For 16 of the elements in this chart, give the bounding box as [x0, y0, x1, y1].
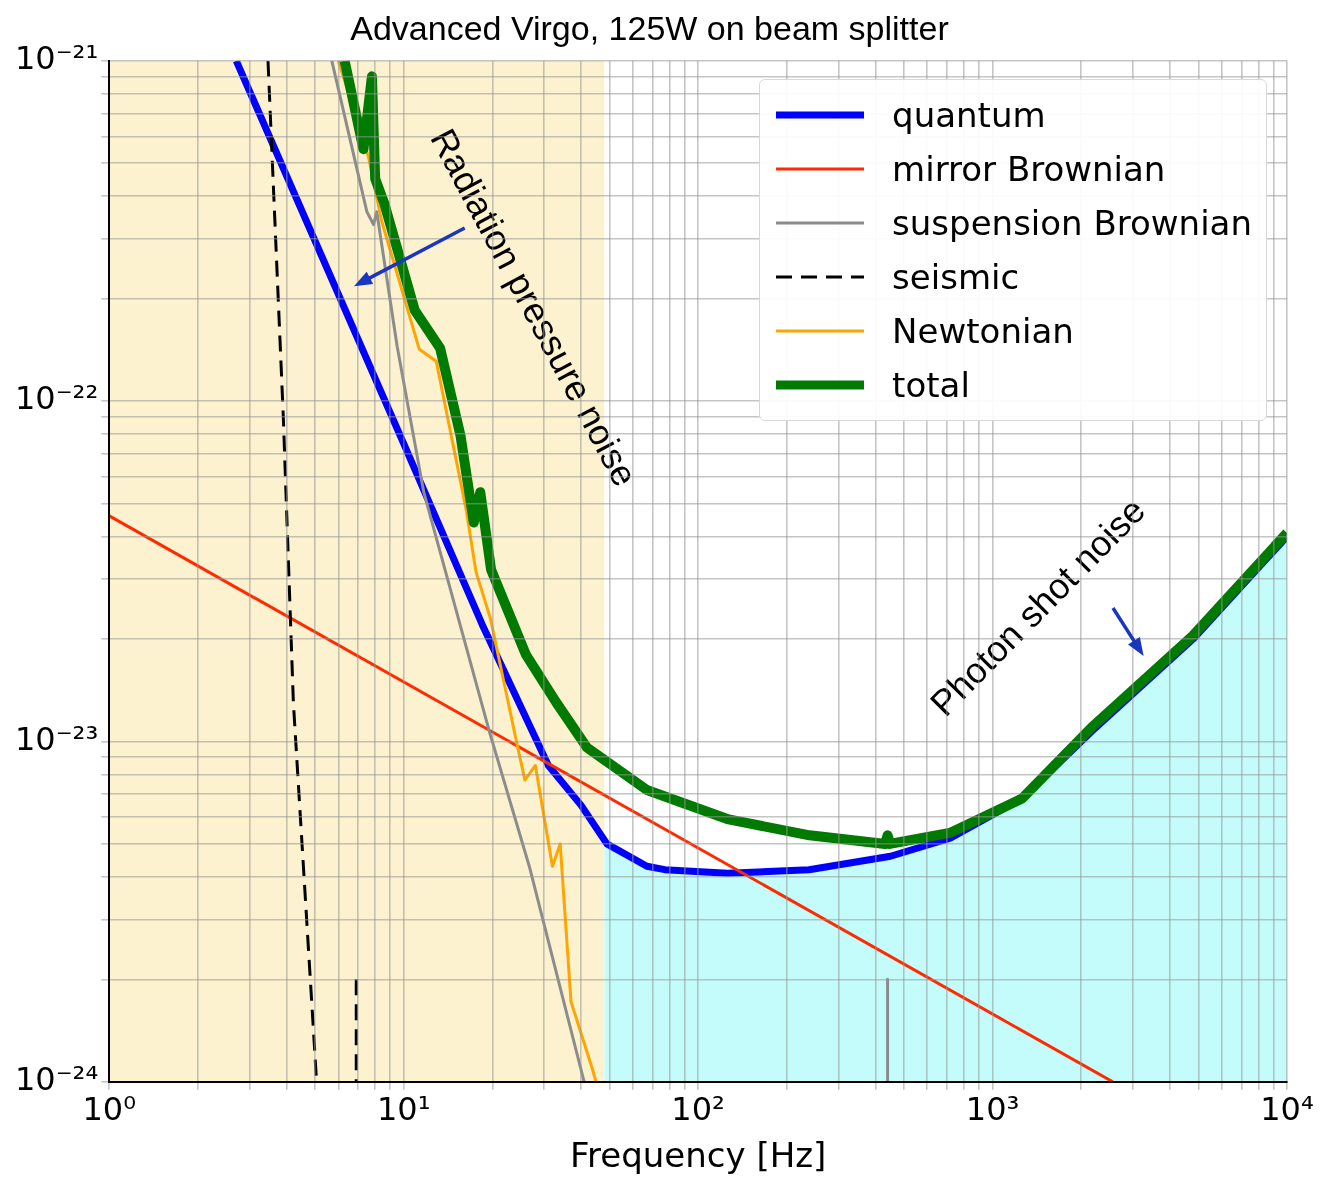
x-tick-label: 10¹ [376, 1090, 431, 1129]
y-tick-label: 10⁻²¹ [15, 39, 99, 78]
x-tick-label: 10⁴ [1260, 1090, 1314, 1129]
legend-label: mirror Brownian [892, 148, 1166, 189]
y-tick-label: 10⁻²² [15, 379, 99, 418]
legend-label: seismic [892, 256, 1020, 297]
x-tick-label: 10³ [965, 1090, 1020, 1129]
legend-label: quantum [892, 94, 1046, 135]
chart-title: Advanced Virgo, 125W on beam splitter [350, 8, 949, 47]
legend-label: Newtonian [892, 310, 1074, 351]
x-axis-title: Frequency [Hz] [569, 1135, 827, 1176]
x-tick-label: 10² [671, 1090, 725, 1129]
legend-label: suspension Brownian [892, 202, 1252, 243]
y-tick-label: 10⁻²³ [15, 719, 99, 758]
legend-label: total [892, 364, 970, 405]
x-tick-label: 10⁰ [82, 1090, 137, 1129]
